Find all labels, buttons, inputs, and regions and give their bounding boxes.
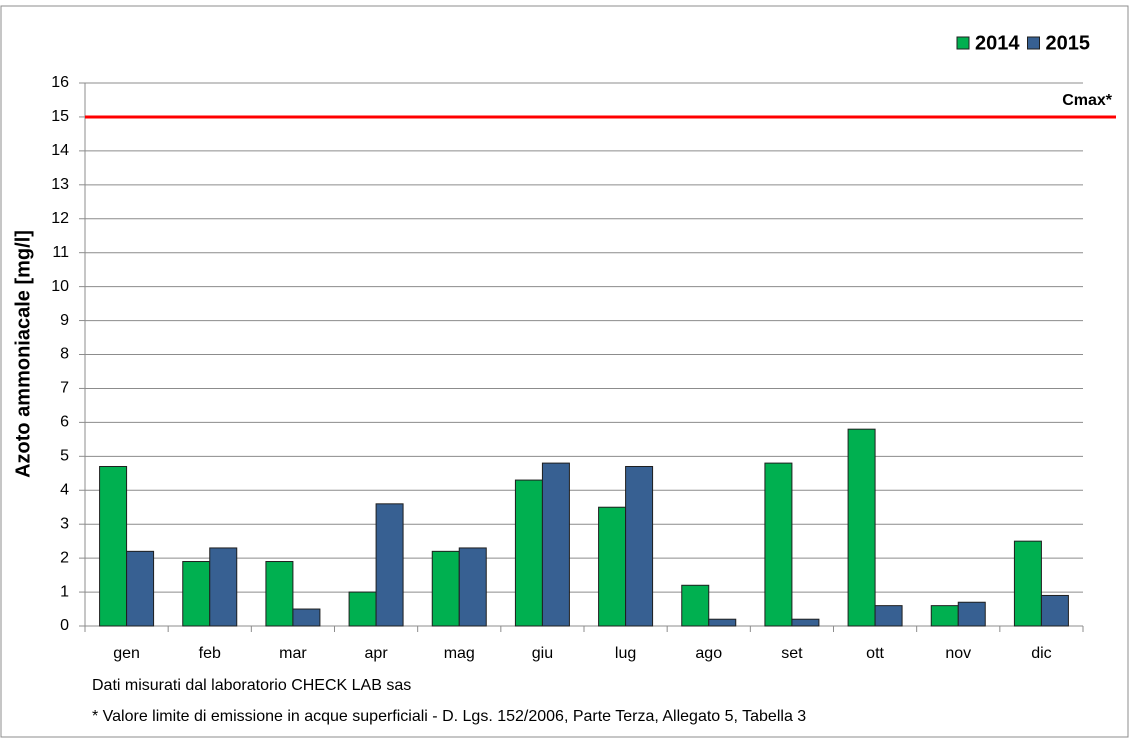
x-tick-label: ago [695,645,722,662]
bar [708,618,737,627]
y-tick-label: 3 [60,515,69,532]
y-tick-label: 6 [60,414,69,431]
bar [1013,540,1042,627]
y-tick-label: 9 [60,312,69,329]
bar [375,503,404,627]
bar [598,506,627,627]
bar [458,547,487,627]
y-tick-label: 4 [60,481,69,498]
y-tick-label: 12 [51,210,69,227]
bar [431,550,460,627]
y-tick-label: 11 [52,244,69,261]
y-tick-label: 8 [60,346,69,363]
x-tick-label: set [781,645,803,662]
x-tick-label: mag [444,645,475,662]
y-tick-label: 16 [51,74,69,91]
bar [957,601,986,627]
bar [930,605,959,627]
bar [874,605,903,627]
bar [625,465,654,627]
y-tick-label: 14 [51,142,69,159]
x-tick-label: nov [945,645,971,662]
bar [182,561,211,627]
note: * Valore limite di emissione in acque su… [92,708,806,725]
legend-swatch [1027,36,1040,50]
bar [99,465,128,627]
legend-label: 2014 [975,32,1020,54]
bar [514,479,543,627]
bar [126,550,155,627]
bar [348,591,377,627]
bar [847,428,876,627]
y-tick-label: 10 [51,278,69,295]
x-tick-label: ott [866,645,884,662]
x-tick-label: giu [532,645,553,662]
y-tick-label: 1 [60,583,69,600]
y-tick-label: 7 [60,380,69,397]
y-tick-label: 2 [60,549,69,566]
y-tick-label: 13 [51,176,69,193]
x-tick-label: dic [1031,645,1051,662]
y-tick-label: 0 [60,617,69,634]
bar [1040,594,1069,627]
x-tick-label: lug [615,645,636,662]
y-axis-label: Azoto ammoniacale [mg/l] [12,230,34,478]
x-tick-label: feb [199,645,221,662]
bar [541,462,570,627]
bar [681,584,710,627]
y-tick-label: 15 [51,108,69,125]
y-tick-label: 5 [60,448,69,465]
legend-label: 2015 [1046,32,1091,54]
legend-swatch [956,36,970,50]
bar [292,608,321,627]
bar [209,547,238,627]
reference-label: Cmax* [1062,92,1113,109]
bar [265,561,294,627]
note: Dati misurati dal laboratorio CHECK LAB … [92,677,411,694]
x-tick-label: gen [113,645,140,662]
x-tick-label: mar [279,645,307,662]
bar [764,462,793,627]
x-tick-label: apr [365,645,389,662]
bar [791,618,820,627]
